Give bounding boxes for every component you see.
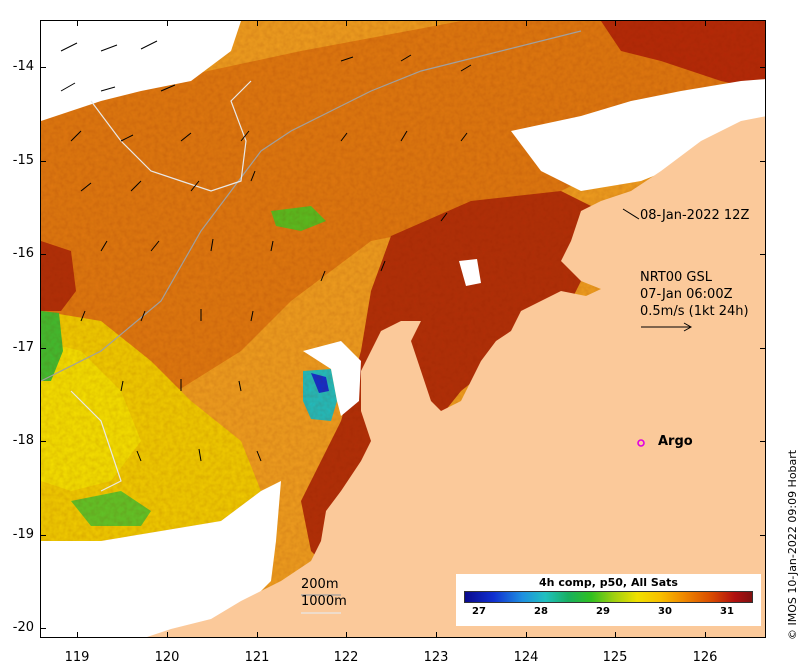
x-tickmark [436, 632, 437, 638]
isobath-200m [41, 30, 582, 382]
colorbar-gradient [464, 591, 753, 603]
colorbar-tick: 29 [596, 606, 610, 617]
x-tickmark [615, 632, 616, 638]
y-tickmark [40, 254, 46, 255]
isobath-label-200m: 200m [301, 577, 339, 592]
colorbar-legend: 4h comp, p50, All Sats 27 28 29 30 31 [456, 574, 761, 626]
isobath-1000m [70, 80, 252, 492]
x-tick-label: 120 [154, 650, 180, 665]
argo-label: Argo [658, 434, 693, 449]
colorbar-tick: 30 [658, 606, 672, 617]
cloud-mask-northwest [41, 21, 241, 121]
credit-text: © IMOS 10-Jan-2022 09:09 Hobart [786, 449, 799, 640]
timestamp-label: 08-Jan-2022 12Z [640, 208, 750, 223]
current-arrows [60, 40, 472, 462]
y-tickmark [40, 628, 46, 629]
colorbar-tick: 28 [534, 606, 548, 617]
x-tickmark-top [257, 20, 258, 26]
x-tickmark [167, 632, 168, 638]
y-tickmark [40, 348, 46, 349]
current-scale-arrow [641, 322, 693, 332]
sst-map-canvas [41, 21, 765, 637]
cloud-mask-northeast [511, 79, 765, 191]
x-tickmark [705, 632, 706, 638]
y-tick-label: -19 [12, 527, 34, 542]
colorbar-tick: 31 [720, 606, 734, 617]
x-tickmark [77, 632, 78, 638]
x-tickmark-top [77, 20, 78, 26]
timestamp-leader-line [622, 208, 640, 220]
y-tick-label: -18 [12, 433, 34, 448]
isobath-label-1000m: 1000m [301, 594, 347, 609]
y-tick-label: -20 [12, 620, 34, 635]
x-tickmark [346, 632, 347, 638]
x-tick-label: 121 [244, 650, 270, 665]
australia-land [147, 116, 765, 637]
x-tick-label: 125 [602, 650, 628, 665]
x-tickmark-top [526, 20, 527, 26]
colorbar-title: 4h comp, p50, All Sats [539, 576, 678, 589]
y-tickmark-right [760, 441, 766, 442]
x-tickmark-top [346, 20, 347, 26]
y-tick-label: -14 [12, 59, 34, 74]
y-tick-label: -16 [12, 246, 34, 261]
x-tick-label: 122 [333, 650, 359, 665]
sst-map [40, 20, 766, 638]
x-tick-label: 126 [692, 650, 718, 665]
x-tick-label: 123 [423, 650, 449, 665]
cloud-mask-coast [303, 341, 361, 416]
x-tick-label: 124 [513, 650, 539, 665]
y-tickmark [40, 535, 46, 536]
y-tickmark-right [760, 348, 766, 349]
y-tickmark [40, 441, 46, 442]
x-tickmark-top [615, 20, 616, 26]
current-scale-label: 0.5m/s (1kt 24h) [640, 304, 749, 319]
argo-marker [637, 439, 645, 447]
cloud-mask-center [459, 259, 481, 286]
current-time-label: 07-Jan 06:00Z [640, 287, 733, 302]
cloud-mask-south [41, 481, 281, 637]
y-tickmark [40, 161, 46, 162]
y-tickmark-right [760, 254, 766, 255]
current-source-label: NRT00 GSL [640, 270, 712, 285]
y-tickmark [40, 67, 46, 68]
y-tickmark-right [760, 67, 766, 68]
x-tickmark [526, 632, 527, 638]
x-tick-label: 119 [64, 650, 90, 665]
y-tickmark-right [760, 161, 766, 162]
x-tickmark [257, 632, 258, 638]
y-tick-label: -15 [12, 153, 34, 168]
x-tickmark-top [436, 20, 437, 26]
x-tickmark-top [705, 20, 706, 26]
y-tickmark-right [760, 535, 766, 536]
colorbar-tick: 27 [472, 606, 486, 617]
x-tickmark-top [167, 20, 168, 26]
y-tick-label: -17 [12, 340, 34, 355]
